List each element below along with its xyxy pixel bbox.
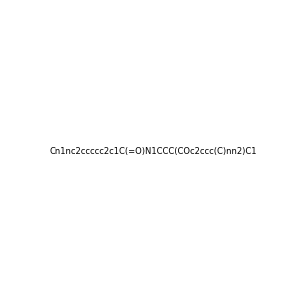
Text: Cn1nc2ccccc2c1C(=O)N1CCC(COc2ccc(C)nn2)C1: Cn1nc2ccccc2c1C(=O)N1CCC(COc2ccc(C)nn2)C…	[50, 147, 257, 156]
